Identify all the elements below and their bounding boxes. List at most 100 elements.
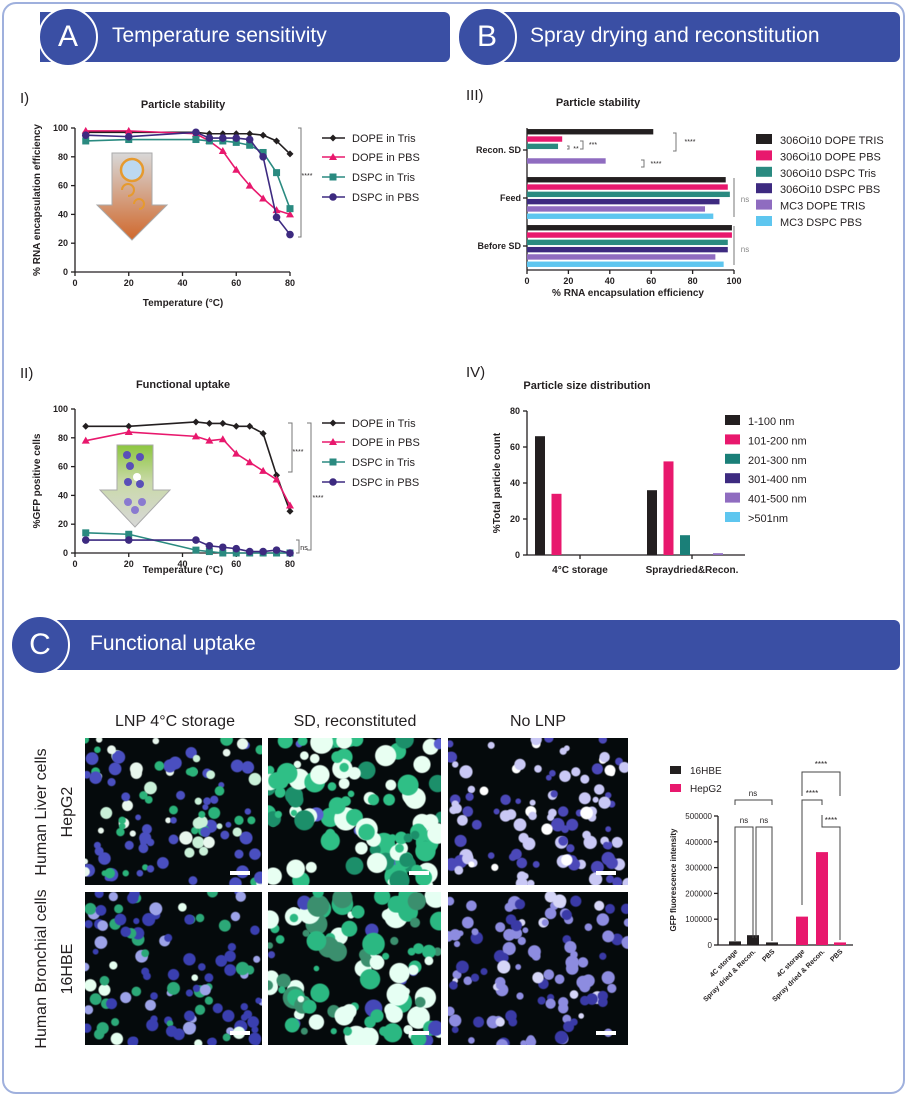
x-tick-label: 40 [605, 276, 615, 286]
category-label: Spraydried&Recon. [646, 565, 739, 576]
significance-bracket [580, 140, 584, 150]
data-point [232, 549, 240, 557]
column-title-lnp-4c: LNP 4°C storage [115, 713, 235, 730]
data-point [219, 419, 227, 427]
significance-bracket [734, 826, 754, 941]
data-point [124, 536, 133, 544]
legend-swatch [670, 784, 681, 792]
data-point [218, 147, 227, 155]
x-tick-label: PBS [761, 948, 776, 963]
y-tick-label: 200000 [685, 889, 712, 898]
legend-label: 301-400 nm [748, 474, 807, 486]
category-label: 4°C storage [552, 565, 608, 576]
series-line-dspc-in-tris [85, 138, 291, 209]
x-tick-label: 60 [231, 559, 241, 569]
data-point [82, 422, 90, 430]
significance-bracket [298, 127, 302, 238]
data-point [246, 130, 254, 138]
data-point [259, 148, 267, 156]
data-point [286, 507, 294, 515]
data-point [232, 134, 241, 142]
legend-swatch [725, 453, 740, 464]
y-axis-label: GFP fluorescence intensity [669, 828, 678, 932]
y-tick-label: 100 [53, 123, 68, 133]
y-axis-label: %GFP positive cells [32, 433, 43, 528]
legend-label: DSPC in PBS [352, 477, 419, 489]
data-point [125, 530, 133, 538]
data-point [82, 529, 90, 537]
y-tick-label: 0 [63, 548, 68, 558]
data-point [286, 210, 294, 218]
legend-swatch [725, 415, 740, 425]
data-point [192, 418, 200, 426]
panel-label: IV) [466, 364, 485, 381]
legend-swatch [670, 766, 681, 774]
x-tick-label: PBS [829, 948, 844, 963]
bar [713, 553, 723, 555]
data-point [205, 436, 214, 444]
legend-marker [329, 419, 337, 427]
significance-bracket [288, 422, 293, 473]
y-tick-label: 100 [53, 404, 68, 414]
significance-label: **** [302, 173, 313, 180]
legend-label: 201-300 nm [748, 455, 807, 467]
significance-label: **** [815, 760, 827, 769]
panel-label: II) [20, 365, 33, 382]
significance-label: **** [806, 789, 818, 798]
legend-label: 1-100 nm [748, 416, 794, 428]
significance-label: **** [313, 495, 324, 502]
y-tick-label: 40 [58, 490, 68, 500]
data-point [272, 213, 281, 222]
data-point [259, 153, 267, 161]
uptake-arrow-icon [98, 444, 172, 528]
y-tick-label: 20 [510, 514, 520, 524]
x-axis-label: % RNA encapsulation efficiency [552, 288, 704, 299]
micrograph-hepg2-no-lnp [448, 738, 628, 885]
y-tick-label: 400000 [685, 838, 712, 847]
data-point [81, 131, 90, 139]
x-axis-label: Temperature (°C) [143, 565, 224, 576]
legend-label: DOPE in PBS [352, 152, 420, 164]
y-tick-label: 80 [58, 433, 68, 443]
micrograph-16hbe-no-lnp [448, 892, 628, 1045]
legend-label: MC3 DSPC PBS [780, 217, 862, 229]
y-tick-label: 0 [515, 550, 520, 560]
y-axis-label: %Total particle count [492, 432, 503, 533]
series-line-dspc-in-pbs [85, 539, 291, 554]
legend-marker [329, 438, 337, 445]
data-point [286, 501, 294, 509]
y-tick-label: 500000 [685, 812, 712, 821]
legend-marker [329, 478, 337, 486]
bar [527, 213, 714, 219]
significance-bracket [755, 826, 773, 941]
data-point [286, 230, 294, 239]
x-tick-label: 80 [688, 276, 698, 286]
data-point [232, 544, 241, 553]
y-tick-label: 0 [708, 941, 713, 950]
bar [527, 184, 728, 190]
y-tick-label: 20 [58, 238, 68, 248]
chart-title: Functional uptake [136, 379, 230, 391]
chart-title: Particle stability [556, 97, 641, 109]
data-point [246, 141, 254, 149]
data-point [218, 435, 227, 443]
data-point [232, 449, 241, 457]
significance-bracket [296, 539, 300, 554]
scale-bar [230, 1031, 250, 1035]
x-tick-label: 40 [177, 278, 187, 288]
legend-marker [329, 153, 337, 160]
legend-label: DSPC in Tris [352, 172, 415, 184]
legend-marker [329, 458, 337, 466]
data-point [245, 458, 254, 466]
legend-marker [329, 193, 337, 201]
panel-b-letter: B [457, 7, 517, 67]
legend-label: DOPE in Tris [352, 133, 416, 145]
legend-marker [329, 134, 337, 142]
panel-b-header: Spray drying and reconstitution [470, 12, 900, 62]
series-line-dope-in-pbs [85, 130, 291, 216]
bar [527, 143, 559, 150]
data-point [245, 547, 254, 556]
data-point [219, 134, 227, 142]
